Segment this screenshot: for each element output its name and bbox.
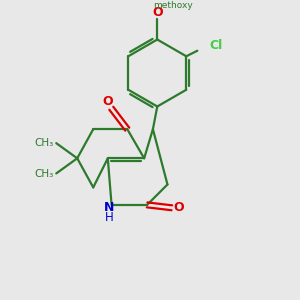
Text: Cl: Cl — [209, 39, 222, 52]
Text: CH₃: CH₃ — [34, 169, 53, 179]
Text: O: O — [103, 95, 113, 108]
Text: O: O — [152, 6, 163, 19]
Text: H: H — [105, 212, 114, 224]
Text: O: O — [173, 201, 184, 214]
Text: N: N — [104, 201, 114, 214]
Text: CH₃: CH₃ — [34, 138, 53, 148]
Text: methoxy: methoxy — [153, 1, 193, 10]
